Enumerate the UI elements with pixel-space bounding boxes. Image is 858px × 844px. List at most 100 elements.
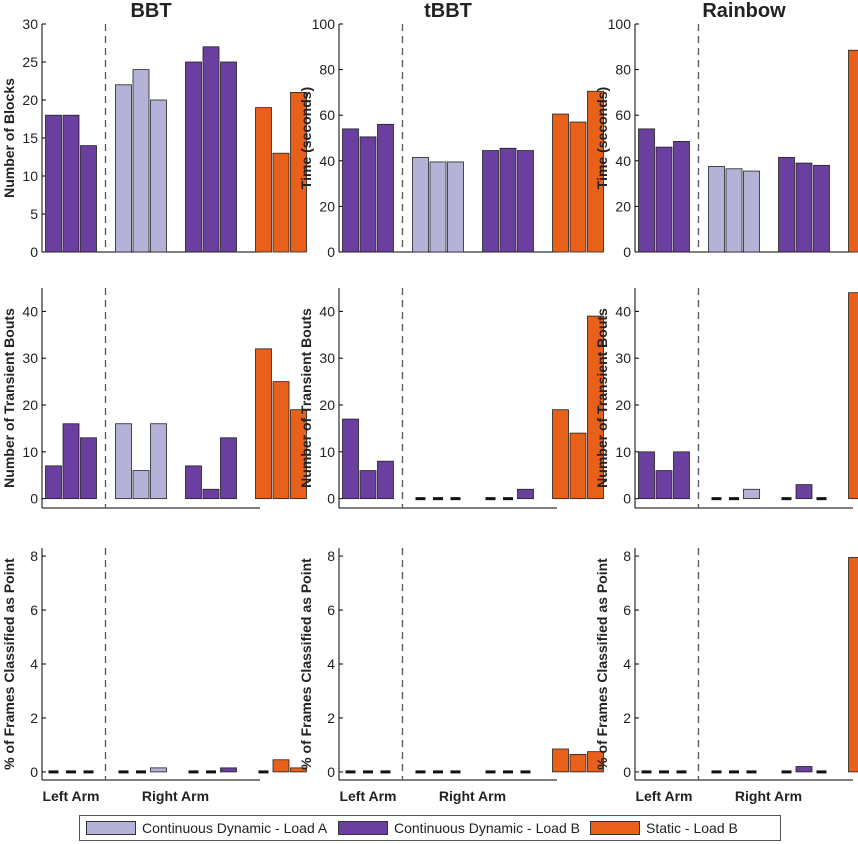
bar: [290, 92, 307, 253]
subplot-1-2: tBBT 0 20 40 60 80 100 Time (seconds): [298, 0, 604, 260]
y-tick-label: 2: [623, 710, 631, 726]
bar: [499, 147, 517, 253]
subplot-2-2: 0 10 20 30 40 Number of Transient Bouts: [298, 288, 604, 509]
legend-label-static-b: Static - Load B: [646, 820, 738, 836]
bar: [132, 69, 150, 253]
bar: [708, 166, 725, 253]
bar-zero: [520, 770, 531, 774]
bar-zero: [485, 497, 496, 501]
bar: [80, 145, 97, 253]
y-tick-label: 20: [22, 397, 38, 413]
y-tick-label: 100: [608, 16, 632, 32]
y-tick-label: 8: [623, 548, 631, 564]
bar-zero: [363, 770, 373, 774]
y-tick-label: 40: [319, 303, 335, 319]
bar: [517, 488, 534, 500]
bar: [655, 470, 673, 500]
bar-zero: [816, 497, 827, 501]
legend-swatch-static-b: [590, 821, 640, 835]
y-tick-label: 4: [327, 656, 335, 672]
group-label-left-arm: Left Arm: [635, 788, 692, 804]
bar-zero: [206, 770, 216, 774]
bar: [45, 465, 62, 500]
y-tick-label: 40: [615, 303, 631, 319]
bar: [255, 107, 272, 253]
bar-zero: [66, 770, 76, 774]
y-tick-label: 20: [319, 198, 335, 214]
bar-zero: [415, 770, 426, 774]
bar: [220, 437, 237, 500]
group-label-right-arm: Right Arm: [735, 788, 802, 804]
bar: [272, 152, 290, 253]
y-tick-label: 10: [319, 444, 335, 460]
bar: [377, 460, 394, 500]
bar: [673, 141, 690, 253]
y-axis-label: Number of Transient Bouts: [594, 308, 610, 488]
bar: [412, 156, 429, 253]
bar: [185, 61, 202, 253]
bar: [517, 150, 534, 253]
y-tick-label: 20: [22, 92, 38, 108]
y-axis-label: % of Frames Classified as Point: [594, 558, 610, 770]
y-tick-label: 6: [30, 602, 38, 618]
y-tick-label: 20: [319, 397, 335, 413]
y-tick-label: 2: [327, 710, 335, 726]
subplot-title: tBBT: [424, 0, 472, 22]
y-tick-label: 80: [615, 62, 631, 78]
bar: [150, 99, 167, 253]
bar: [255, 348, 272, 500]
legend-item-static-b: Static - Load B: [590, 820, 738, 836]
y-tick-label: 0: [30, 491, 38, 507]
y-tick-label: 6: [623, 602, 631, 618]
bar: [673, 451, 690, 500]
y-axis-label: % of Frames Classified as Point: [298, 558, 314, 770]
y-tick-label: 25: [22, 54, 38, 70]
y-tick-label: 0: [623, 244, 631, 260]
bar-zero: [711, 770, 722, 774]
bar: [290, 767, 307, 773]
y-tick-label: 0: [327, 491, 335, 507]
bar-zero: [188, 770, 199, 774]
legend-label-cont-b: Continuous Dynamic - Load B: [394, 820, 580, 836]
bar: [342, 128, 359, 253]
y-axis-label: Number of Blocks: [1, 78, 17, 198]
bar: [80, 437, 97, 500]
bar-zero: [659, 770, 669, 774]
bar: [552, 113, 569, 253]
y-tick-label: 20: [615, 397, 631, 413]
y-tick-label: 5: [30, 206, 38, 222]
y-tick-label: 80: [319, 62, 335, 78]
y-tick-label: 15: [22, 130, 38, 146]
y-axis-label: % of Frames Classified as Point: [1, 558, 17, 770]
bar: [848, 49, 858, 253]
bar: [482, 150, 499, 253]
bar: [359, 136, 377, 253]
bar-zero: [118, 770, 129, 774]
y-tick-label: 10: [615, 444, 631, 460]
y-tick-label: 20: [615, 198, 631, 214]
subplot-3-3: 0 2 4 6 8 % of Frames Classified as Point Left…: [594, 548, 858, 804]
y-tick-label: 30: [615, 350, 631, 366]
bar-zero: [450, 770, 461, 774]
y-tick-label: 4: [30, 656, 38, 672]
bar: [272, 759, 290, 773]
bar: [795, 766, 813, 773]
y-tick-label: 100: [312, 16, 336, 32]
group-label-left-arm: Left Arm: [42, 788, 99, 804]
y-tick-label: 10: [22, 444, 38, 460]
bar: [587, 90, 604, 253]
y-tick-label: 30: [319, 350, 335, 366]
bar-zero: [729, 770, 739, 774]
y-axis-label: Number of Transient Bouts: [298, 308, 314, 488]
bar-zero: [136, 770, 146, 774]
bar: [150, 767, 167, 773]
y-tick-label: 8: [30, 548, 38, 564]
legend-label-cont-a: Continuous Dynamic - Load A: [142, 820, 328, 836]
bar: [290, 409, 307, 500]
bar-zero: [729, 497, 739, 501]
subplot-title: BBT: [130, 0, 171, 22]
legend-swatch-cont-a: [86, 821, 136, 835]
y-tick-label: 8: [327, 548, 335, 564]
bar-zero: [345, 770, 356, 774]
bar: [62, 423, 80, 500]
